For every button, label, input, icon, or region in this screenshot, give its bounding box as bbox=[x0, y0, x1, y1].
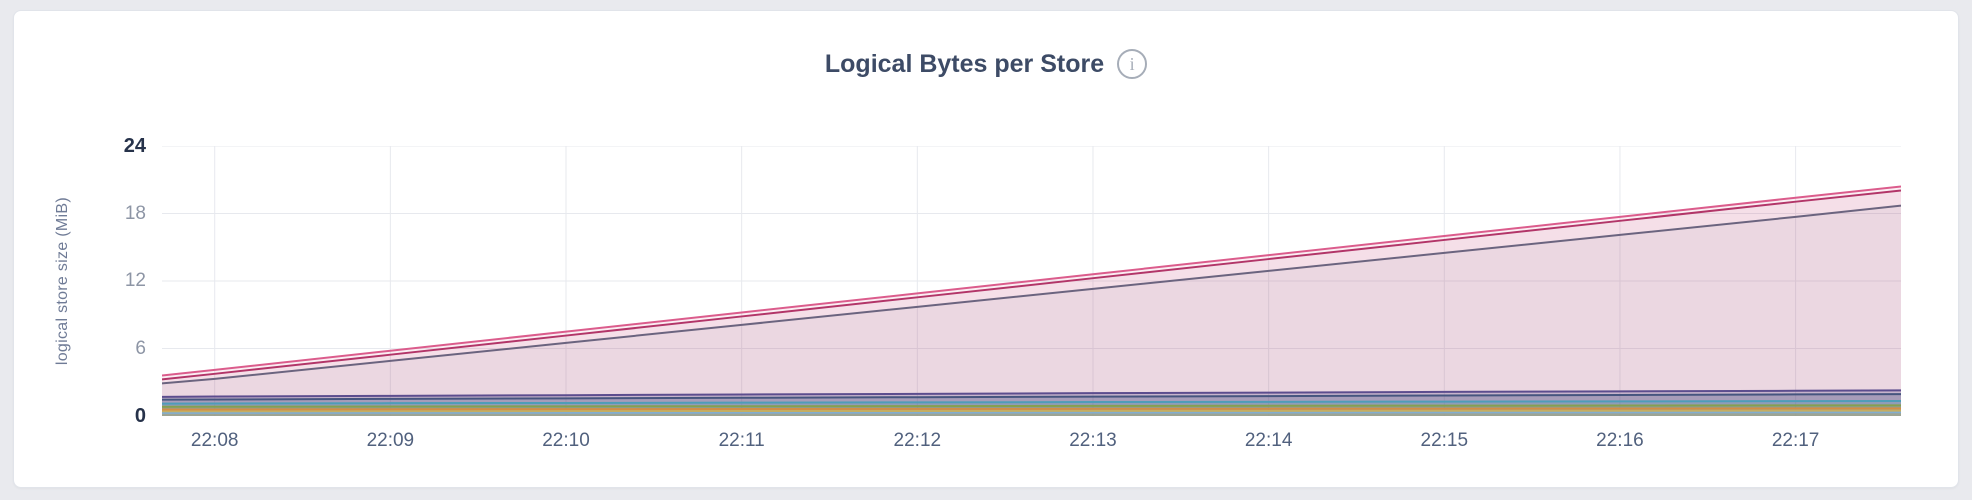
chart-canvas[interactable] bbox=[162, 146, 1901, 416]
series-line-series-7 bbox=[162, 405, 1901, 406]
series-line-series-2 bbox=[162, 190, 1901, 379]
x-tick-label: 22:08 bbox=[190, 430, 239, 451]
x-tick-label: 22:16 bbox=[1596, 430, 1644, 451]
x-tick-label: 22:11 bbox=[718, 430, 765, 451]
chart-header: Logical Bytes per Store i bbox=[14, 49, 1958, 79]
x-tick-label: 22:12 bbox=[893, 430, 942, 451]
series-fill-series-1 bbox=[162, 186, 1901, 416]
chart-card: Logical Bytes per Store i logical store … bbox=[13, 10, 1959, 488]
series-line-series-4 bbox=[162, 390, 1901, 397]
series-line-series-1 bbox=[162, 187, 1901, 376]
series-line-series-5 bbox=[162, 394, 1901, 400]
series-fill-series-3 bbox=[162, 205, 1901, 416]
chart-title: Logical Bytes per Store bbox=[824, 49, 1105, 78]
x-axis: 22:08 22:09 22:10 22:11 22:12 22:13 22:14 22:15… bbox=[162, 416, 1901, 458]
series-line-series-6 bbox=[162, 401, 1901, 404]
x-tick-label: 22:15 bbox=[1420, 430, 1469, 451]
y-tick-label: 18 bbox=[124, 202, 146, 224]
series-fill-series-2 bbox=[162, 190, 1901, 416]
y-tick-label: 0 bbox=[134, 405, 146, 427]
x-tick-label: 22:10 bbox=[542, 430, 590, 451]
x-tick-label: 22:17 bbox=[1771, 430, 1820, 451]
series-line-series-8 bbox=[162, 408, 1901, 409]
info-icon[interactable]: i bbox=[1117, 49, 1148, 79]
x-tick-label: 22:13 bbox=[1069, 430, 1117, 451]
series-fills bbox=[162, 186, 1901, 416]
series-line-series-3 bbox=[162, 206, 1901, 384]
x-tick-label: 22:14 bbox=[1244, 430, 1293, 451]
series-line-series-10 bbox=[162, 412, 1901, 413]
y-tick-label: 12 bbox=[124, 270, 146, 291]
series-line-series-9 bbox=[162, 411, 1901, 412]
y-tick-label: 24 bbox=[123, 135, 146, 157]
series-lines bbox=[162, 187, 1901, 413]
y-axis: 0 6 12 18 24 bbox=[14, 135, 162, 427]
x-tick-label: 22:09 bbox=[366, 430, 415, 451]
chart-plot-area[interactable] bbox=[162, 146, 1901, 416]
y-tick-label: 6 bbox=[135, 337, 146, 359]
